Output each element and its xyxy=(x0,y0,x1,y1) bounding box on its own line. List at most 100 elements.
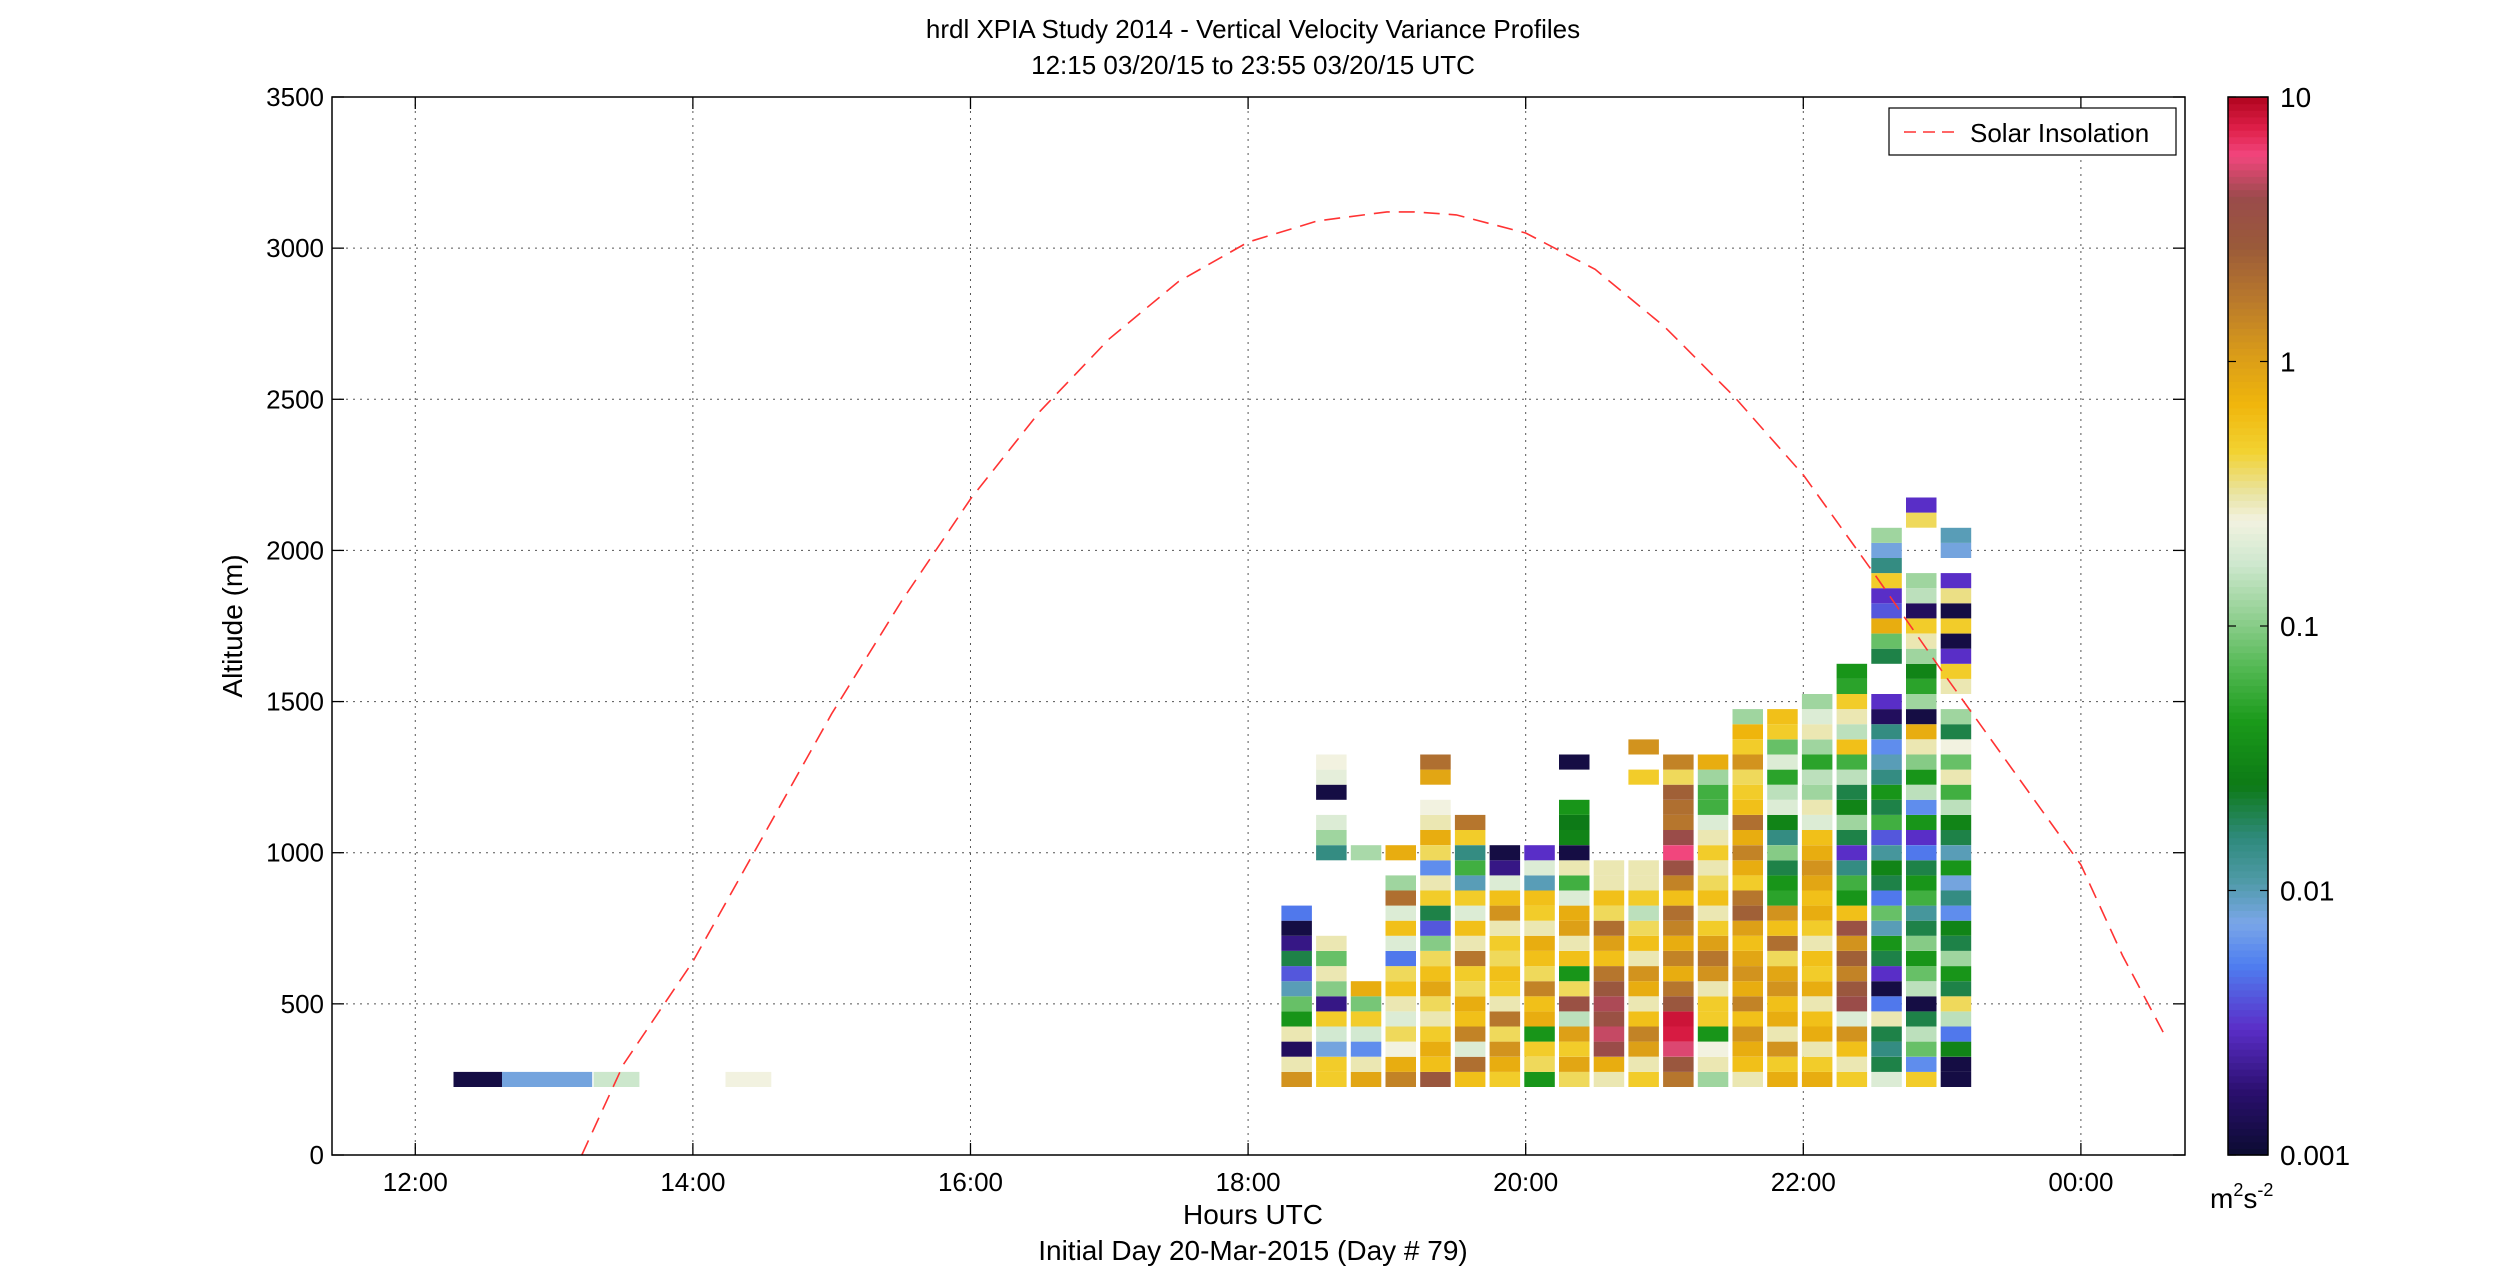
variance-cell xyxy=(1489,845,1521,861)
colorbar-band xyxy=(2228,249,2268,257)
variance-cell xyxy=(1697,1071,1729,1087)
variance-cell xyxy=(1767,754,1798,770)
colorbar-band xyxy=(2228,493,2268,501)
colorbar-band xyxy=(2228,295,2268,303)
colorbar-band xyxy=(2228,196,2268,204)
variance-cell xyxy=(1732,966,1763,982)
variance-cell xyxy=(1593,875,1625,891)
colorbar-band xyxy=(2228,1062,2268,1070)
variance-cell xyxy=(1836,966,1868,982)
axis-ticks: 12:00 14:00 16:00 18:00 20:00 22:00 00:00 0 500 1… xyxy=(266,82,2185,1197)
variance-cell xyxy=(1454,996,1486,1012)
variance-cell xyxy=(1801,724,1833,740)
colorbar-band xyxy=(2228,857,2268,865)
variance-cell xyxy=(1281,935,1312,951)
variance-cell xyxy=(1454,966,1486,982)
variance-cell xyxy=(1628,875,1659,891)
variance-cell xyxy=(1593,966,1625,982)
colorbar-band xyxy=(2228,1095,2268,1103)
variance-cell xyxy=(1801,754,1833,770)
colorbar-band xyxy=(2228,454,2268,462)
variance-cell xyxy=(1871,875,1902,891)
variance-cell xyxy=(1489,996,1521,1012)
colorbar-band xyxy=(2228,1102,2268,1110)
variance-cell xyxy=(1489,875,1521,891)
colorbar-units: m2s-2 xyxy=(2210,1180,2273,1214)
variance-cell xyxy=(1559,754,1590,770)
legend-label-solar: Solar Insolation xyxy=(1970,118,2149,148)
variance-cell xyxy=(1732,1056,1763,1072)
colorbar-band xyxy=(2228,414,2268,422)
colorbar-band xyxy=(2228,427,2268,435)
variance-cell xyxy=(1385,1071,1416,1087)
colorbar-band xyxy=(2228,1082,2268,1090)
colorbar-band xyxy=(2228,156,2268,164)
variance-cell xyxy=(1281,951,1312,967)
y-tick-label: 3000 xyxy=(266,233,324,263)
variance-cell xyxy=(1801,1011,1833,1027)
variance-cell xyxy=(1489,1056,1521,1072)
variance-cell xyxy=(1316,845,1347,861)
variance-cell xyxy=(1420,1071,1451,1087)
variance-cell xyxy=(1871,996,1902,1012)
colorbar-band xyxy=(2228,242,2268,250)
variance-cell xyxy=(1697,845,1729,861)
variance-cell xyxy=(1906,845,1937,861)
variance-cell xyxy=(1663,951,1694,967)
variance-cell xyxy=(1454,860,1486,876)
variance-cell xyxy=(1697,920,1729,936)
variance-cell xyxy=(1767,890,1798,906)
variance-cell xyxy=(1593,890,1625,906)
variance-cell xyxy=(1940,981,1972,997)
variance-cell xyxy=(1906,890,1937,906)
variance-cell xyxy=(1767,724,1798,740)
variance-cell xyxy=(1489,1041,1521,1057)
variance-cell xyxy=(1732,1071,1763,1087)
variance-cell xyxy=(1316,1071,1347,1087)
colorbar-band xyxy=(2228,685,2268,693)
variance-cell xyxy=(1559,830,1590,846)
colorbar-band xyxy=(2228,883,2268,892)
variance-cell xyxy=(1906,1041,1937,1057)
variance-cell xyxy=(1628,890,1659,906)
variance-cell xyxy=(1836,981,1868,997)
colorbar-band xyxy=(2228,513,2268,521)
variance-cell xyxy=(1281,966,1312,982)
variance-cell xyxy=(1767,935,1798,951)
colorbar-band xyxy=(2228,1069,2268,1077)
variance-cell xyxy=(1697,754,1729,770)
colorbar-band xyxy=(2228,354,2268,363)
variance-cell xyxy=(1420,845,1451,861)
variance-cell xyxy=(1559,1011,1590,1027)
colorbar-band xyxy=(2228,758,2268,766)
x-tick-label: 16:00 xyxy=(938,1167,1003,1197)
variance-cell xyxy=(1350,1056,1382,1072)
variance-cell xyxy=(1871,588,1902,604)
variance-cell xyxy=(1663,769,1694,785)
variance-cell xyxy=(1628,981,1659,997)
variance-cell xyxy=(1836,845,1868,861)
variance-cell xyxy=(1316,1041,1347,1057)
colorbar-band xyxy=(2228,731,2268,740)
colorbar-tick-label: 0.01 xyxy=(2280,876,2335,907)
variance-cell xyxy=(1420,875,1451,891)
variance-cell xyxy=(453,1071,503,1087)
colorbar-band xyxy=(2228,943,2268,951)
variance-cell xyxy=(1836,830,1868,846)
colorbar-band xyxy=(2228,678,2268,687)
variance-cell xyxy=(1663,1071,1694,1087)
variance-cell xyxy=(1281,905,1312,921)
colorbar-band xyxy=(2228,632,2268,640)
colorbar-band xyxy=(2228,910,2268,918)
y-tick-label: 2500 xyxy=(266,384,324,414)
variance-cell xyxy=(1454,1011,1486,1027)
variance-cell xyxy=(1316,935,1347,951)
variance-cell xyxy=(1940,663,1972,679)
variance-cell xyxy=(1871,709,1902,725)
variance-cell xyxy=(1767,981,1798,997)
variance-cell xyxy=(1836,890,1868,906)
variance-cell xyxy=(1316,830,1347,846)
variance-cell xyxy=(1454,890,1486,906)
variance-cell xyxy=(1940,830,1972,846)
